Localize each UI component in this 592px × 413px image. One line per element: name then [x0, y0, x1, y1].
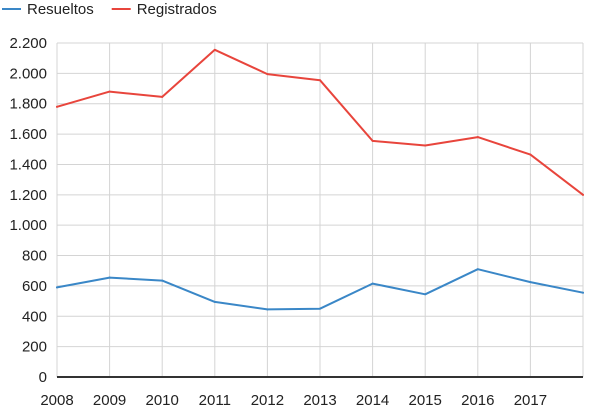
data-point-registrados — [266, 73, 269, 76]
data-point-registrados — [371, 139, 374, 142]
y-tick-label: 1.000 — [9, 217, 47, 234]
data-point-registrados — [108, 90, 111, 93]
y-tick-label: 1.800 — [9, 96, 47, 113]
y-tick-label: 200 — [22, 339, 47, 356]
data-point-registrados — [213, 48, 216, 51]
data-point-resueltos — [319, 307, 321, 310]
data-point-registrados — [582, 193, 584, 196]
data-point-resueltos — [266, 308, 269, 311]
y-tick-label: 1.400 — [9, 156, 47, 173]
data-point-registrados — [529, 153, 532, 156]
data-point-resueltos — [529, 281, 532, 284]
y-tick-label: 0 — [39, 369, 47, 386]
data-point-resueltos — [582, 291, 584, 294]
data-point-resueltos — [424, 293, 427, 296]
legend-item-resueltos: Resueltos — [2, 1, 94, 18]
data-point-registrados — [424, 144, 427, 147]
x-tick-label: 2014 — [356, 392, 389, 408]
y-tick-label: 1.200 — [9, 187, 47, 204]
data-point-registrados — [56, 105, 58, 108]
x-tick-label: 2008 — [40, 392, 73, 408]
data-point-registrados — [161, 95, 164, 98]
y-tick-label: 2.000 — [9, 65, 47, 82]
x-tick-label: 2011 — [199, 392, 231, 408]
x-tick-label: 2015 — [409, 392, 442, 408]
data-point-resueltos — [108, 276, 111, 279]
data-point-resueltos — [213, 300, 216, 303]
data-point-registrados — [476, 136, 479, 139]
y-tick-label: 1.600 — [9, 126, 47, 143]
x-tick-label: 2012 — [251, 392, 284, 408]
x-tick-label: 2016 — [461, 392, 494, 408]
legend-item-registrados: Registrados — [111, 1, 217, 18]
y-tick-label: 2.200 — [9, 35, 47, 52]
legend-label-registrados: Registrados — [137, 1, 217, 18]
data-point-resueltos — [476, 268, 479, 271]
data-point-registrados — [319, 79, 321, 82]
gridlines — [56, 42, 584, 377]
data-point-resueltos — [161, 279, 164, 282]
y-tick-label: 600 — [22, 278, 47, 295]
data-point-resueltos — [56, 286, 58, 289]
x-tick-label: 2017 — [514, 392, 547, 408]
x-tick-label: 2010 — [146, 392, 179, 408]
x-axis: 2008 2009 2010 2011 2012 2013 2014 2015 2016 2017 — [40, 376, 583, 409]
data-point-resueltos — [371, 282, 374, 285]
y-axis: 0 200 400 600 800 1.000 1.200 1.400 1.600 1.800 2.… — [9, 35, 47, 386]
y-tick-label: 400 — [22, 308, 47, 325]
x-tick-label: 2013 — [303, 392, 336, 408]
series-lines — [56, 48, 584, 311]
legend: Resueltos Registrados — [2, 1, 217, 18]
x-tick-label: 2009 — [93, 392, 126, 408]
legend-label-resueltos: Resueltos — [27, 1, 94, 18]
y-tick-label: 800 — [22, 248, 47, 265]
